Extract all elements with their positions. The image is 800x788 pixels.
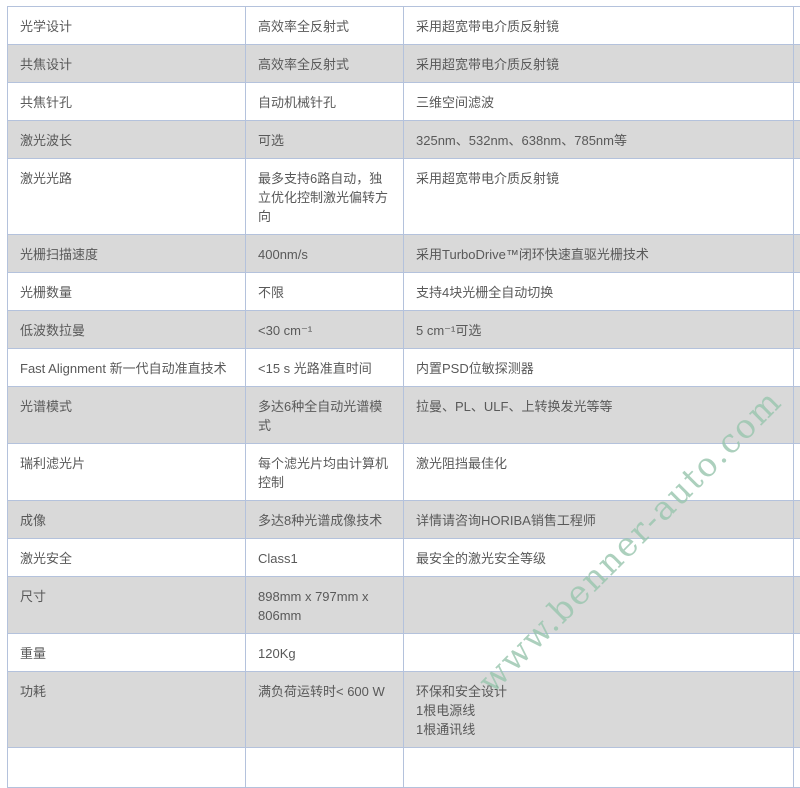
table-row: 重量 120Kg [8, 634, 800, 672]
table-row [8, 748, 800, 788]
table-row: 瑞利滤光片 每个滤光片均由计算机控制 激光阻挡最佳化 [8, 444, 800, 501]
spec-name-cell: Fast Alignment 新一代自动准直技术 [8, 349, 246, 387]
spec-stub-cell [794, 501, 800, 539]
spec-desc-cell: 内置PSD位敏探测器 [404, 349, 794, 387]
spec-value-cell: 高效率全反射式 [246, 45, 404, 83]
spec-stub-cell [794, 7, 800, 45]
spec-name-cell: 光栅数量 [8, 273, 246, 311]
spec-name-cell: 共焦设计 [8, 45, 246, 83]
spec-stub-cell [794, 634, 800, 672]
spec-value-cell: 每个滤光片均由计算机控制 [246, 444, 404, 501]
spec-desc-cell: 采用超宽带电介质反射镜 [404, 159, 794, 235]
spec-desc-cell: 环保和安全设计 1根电源线 1根通讯线 [404, 672, 794, 748]
spec-desc-cell: 5 cm⁻¹可选 [404, 311, 794, 349]
table-row: 激光波长 可选 325nm、532nm、638nm、785nm等 [8, 121, 800, 159]
spec-stub-cell [794, 672, 800, 748]
spec-stub-cell [794, 311, 800, 349]
spec-value-cell: <30 cm⁻¹ [246, 311, 404, 349]
spec-name-cell: 低波数拉曼 [8, 311, 246, 349]
spec-desc-cell [404, 748, 794, 788]
spec-desc-cell: 激光阻挡最佳化 [404, 444, 794, 501]
spec-name-cell: 共焦针孔 [8, 83, 246, 121]
spec-value-cell: 多达8种光谱成像技术 [246, 501, 404, 539]
table-row: 共焦设计 高效率全反射式 采用超宽带电介质反射镜 [8, 45, 800, 83]
spec-desc-cell: 最安全的激光安全等级 [404, 539, 794, 577]
spec-name-cell: 光学设计 [8, 7, 246, 45]
table-row: 光学设计 高效率全反射式 采用超宽带电介质反射镜 [8, 7, 800, 45]
table-row: 光栅扫描速度 400nm/s 采用TurboDrive™闭环快速直驱光栅技术 [8, 235, 800, 273]
spec-stub-cell [794, 387, 800, 444]
spec-stub-cell [794, 235, 800, 273]
spec-stub-cell [794, 748, 800, 788]
table-row: 激光光路 最多支持6路自动，独立优化控制激光偏转方向 采用超宽带电介质反射镜 [8, 159, 800, 235]
spec-stub-cell [794, 121, 800, 159]
spec-value-cell: 120Kg [246, 634, 404, 672]
spec-value-cell: Class1 [246, 539, 404, 577]
spec-value-cell: 898mm x 797mm x 806mm [246, 577, 404, 634]
spec-desc-cell: 采用超宽带电介质反射镜 [404, 45, 794, 83]
spec-desc-cell: 三维空间滤波 [404, 83, 794, 121]
spec-name-cell: 激光光路 [8, 159, 246, 235]
spec-stub-cell [794, 45, 800, 83]
spec-desc-cell: 详情请咨询HORIBA销售工程师 [404, 501, 794, 539]
spec-name-cell: 激光安全 [8, 539, 246, 577]
spec-name-cell [8, 748, 246, 788]
spec-value-cell: 高效率全反射式 [246, 7, 404, 45]
spec-stub-cell [794, 159, 800, 235]
spec-desc-cell: 支持4块光栅全自动切换 [404, 273, 794, 311]
spec-value-cell: 不限 [246, 273, 404, 311]
table-row: 功耗 满负荷运转时< 600 W 环保和安全设计 1根电源线 1根通讯线 [8, 672, 800, 748]
table-row: 激光安全 Class1 最安全的激光安全等级 [8, 539, 800, 577]
spec-name-cell: 激光波长 [8, 121, 246, 159]
spec-desc-cell [404, 634, 794, 672]
spec-name-cell: 光谱模式 [8, 387, 246, 444]
spec-value-cell [246, 748, 404, 788]
spec-name-cell: 尺寸 [8, 577, 246, 634]
table-row: 成像 多达8种光谱成像技术 详情请咨询HORIBA销售工程师 [8, 501, 800, 539]
spec-value-cell: 最多支持6路自动，独立优化控制激光偏转方向 [246, 159, 404, 235]
table-row: Fast Alignment 新一代自动准直技术 <15 s 光路准直时间 内置… [8, 349, 800, 387]
spec-table: 光学设计 高效率全反射式 采用超宽带电介质反射镜 共焦设计 高效率全反射式 采用… [7, 6, 800, 788]
table-row: 光栅数量 不限 支持4块光栅全自动切换 [8, 273, 800, 311]
spec-value-cell: <15 s 光路准直时间 [246, 349, 404, 387]
spec-name-cell: 重量 [8, 634, 246, 672]
spec-desc-cell: 采用TurboDrive™闭环快速直驱光栅技术 [404, 235, 794, 273]
table-row: 共焦针孔 自动机械针孔 三维空间滤波 [8, 83, 800, 121]
table-row: 尺寸 898mm x 797mm x 806mm [8, 577, 800, 634]
spec-stub-cell [794, 83, 800, 121]
spec-name-cell: 光栅扫描速度 [8, 235, 246, 273]
spec-desc-cell [404, 577, 794, 634]
spec-stub-cell [794, 539, 800, 577]
spec-name-cell: 成像 [8, 501, 246, 539]
spec-name-cell: 瑞利滤光片 [8, 444, 246, 501]
table-row: 低波数拉曼 <30 cm⁻¹ 5 cm⁻¹可选 [8, 311, 800, 349]
spec-stub-cell [794, 444, 800, 501]
spec-value-cell: 400nm/s [246, 235, 404, 273]
spec-value-cell: 多达6种全自动光谱模式 [246, 387, 404, 444]
spec-stub-cell [794, 349, 800, 387]
spec-value-cell: 可选 [246, 121, 404, 159]
spec-stub-cell [794, 273, 800, 311]
table-row: 光谱模式 多达6种全自动光谱模式 拉曼、PL、ULF、上转换发光等等 [8, 387, 800, 444]
spec-value-cell: 自动机械针孔 [246, 83, 404, 121]
spec-value-cell: 满负荷运转时< 600 W [246, 672, 404, 748]
spec-desc-cell: 采用超宽带电介质反射镜 [404, 7, 794, 45]
spec-desc-cell: 拉曼、PL、ULF、上转换发光等等 [404, 387, 794, 444]
spec-desc-cell: 325nm、532nm、638nm、785nm等 [404, 121, 794, 159]
spec-stub-cell [794, 577, 800, 634]
spec-name-cell: 功耗 [8, 672, 246, 748]
